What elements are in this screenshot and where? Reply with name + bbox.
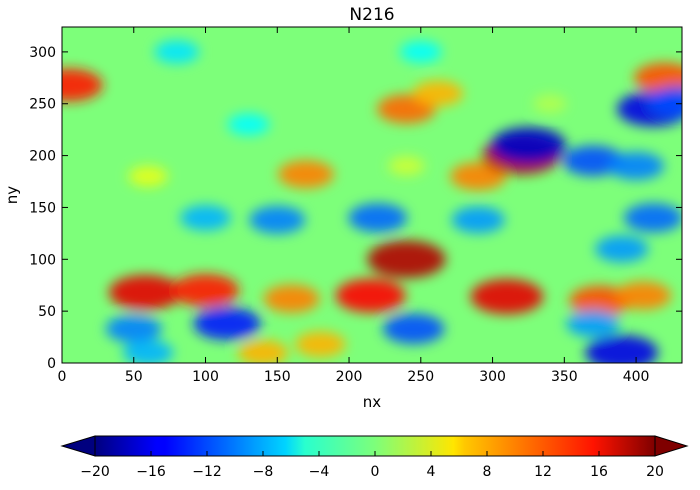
colorbar-tick-label: 12	[534, 464, 552, 480]
heatmap-feature	[382, 313, 445, 344]
heatmap-feature	[388, 156, 425, 176]
heatmap-feature	[450, 162, 507, 191]
heatmap-feature	[608, 151, 665, 180]
x-tick-label: 400	[623, 369, 650, 385]
heatmap-feature	[128, 165, 168, 187]
colorbar-tick-label: 0	[371, 464, 380, 480]
plot-frame	[61, 26, 683, 364]
heatmap-feature	[295, 331, 346, 358]
heatmap-feature	[348, 203, 408, 233]
heatmap-feature	[490, 127, 567, 164]
colorbar-tick-label: −12	[192, 464, 222, 480]
colorbar-tick-label: 4	[427, 464, 436, 480]
heatmap-feature	[399, 40, 442, 63]
x-tick-label: 50	[125, 369, 143, 385]
x-tick-label: 0	[58, 369, 67, 385]
heatmap-feature	[648, 86, 682, 117]
colorbar-ticks: −20 −16 −12 −8 −4 0 4 8 12 16 20	[80, 451, 664, 480]
y-tick-label: 100	[29, 252, 56, 268]
heatmap-feature	[585, 335, 659, 363]
y-tick-label: 150	[29, 200, 56, 216]
colorbar-extend-low	[60, 435, 96, 457]
heatmap-feature	[367, 240, 446, 279]
chart-title: N216	[349, 5, 394, 25]
colorbar: −20 −16 −12 −8 −4 0 4 8 12 16 20	[60, 435, 689, 480]
colorbar-tick-label: −8	[253, 464, 274, 480]
x-axis: 0 50 100 150 200 250 300 350 400	[58, 27, 650, 385]
heatmap-feature	[193, 307, 261, 340]
heatmap-feature	[569, 285, 631, 316]
heatmap-feature	[180, 205, 231, 231]
x-tick-label: 250	[407, 369, 434, 385]
heatmap-feature	[566, 310, 620, 337]
x-tick-label: 300	[479, 369, 506, 385]
heatmap-feature	[633, 62, 682, 94]
y-tick-label: 200	[29, 149, 56, 165]
heatmap-feature	[533, 94, 567, 113]
y-axis-label: ny	[3, 186, 21, 205]
heatmap-feature	[277, 160, 334, 189]
heatmap-feature	[451, 206, 505, 234]
y-tick-label: 0	[47, 356, 56, 372]
heatmap-feature	[335, 278, 406, 313]
x-axis-label: nx	[363, 393, 382, 411]
colorbar-tick-label: −16	[136, 464, 166, 480]
y-tick-label: 250	[29, 97, 56, 113]
heatmap-feature	[171, 274, 240, 307]
heatmap-feature	[623, 203, 682, 233]
heatmap-feature	[412, 80, 464, 107]
x-tick-label: 350	[551, 369, 578, 385]
colorbar-tick-label: −4	[309, 464, 330, 480]
colorbar-tick-label: 16	[590, 464, 608, 480]
heatmap-field	[62, 40, 682, 363]
heatmap-feature	[227, 113, 270, 136]
x-tick-label: 150	[264, 369, 291, 385]
colorbar-extend-high	[654, 435, 689, 457]
heatmap-feature	[263, 284, 320, 313]
colorbar-gradient	[95, 436, 655, 456]
heatmap-plot-area	[62, 27, 682, 363]
y-axis: 0 50 100 150 200 250 300	[29, 45, 682, 372]
x-tick-label: 200	[336, 369, 363, 385]
heatmap-feature	[615, 281, 672, 310]
heatmap-feature	[237, 339, 289, 363]
y-tick-label: 300	[29, 45, 56, 61]
colorbar-tick-label: 20	[646, 464, 664, 480]
heatmap-feature	[562, 145, 624, 176]
heatmap-feature	[122, 339, 174, 363]
colorbar-tick-label: −20	[80, 464, 110, 480]
y-tick-label: 50	[38, 304, 56, 320]
heatmap-feature	[62, 68, 103, 102]
heatmap-feature	[470, 279, 544, 315]
heatmap-feature	[595, 235, 649, 263]
heatmap-feature	[108, 274, 182, 311]
colorbar-tick-label: 8	[483, 464, 492, 480]
x-tick-label: 100	[192, 369, 219, 385]
heatmap-feature	[249, 205, 306, 234]
heatmap-feature	[105, 314, 162, 343]
heatmap-feature	[154, 40, 200, 64]
